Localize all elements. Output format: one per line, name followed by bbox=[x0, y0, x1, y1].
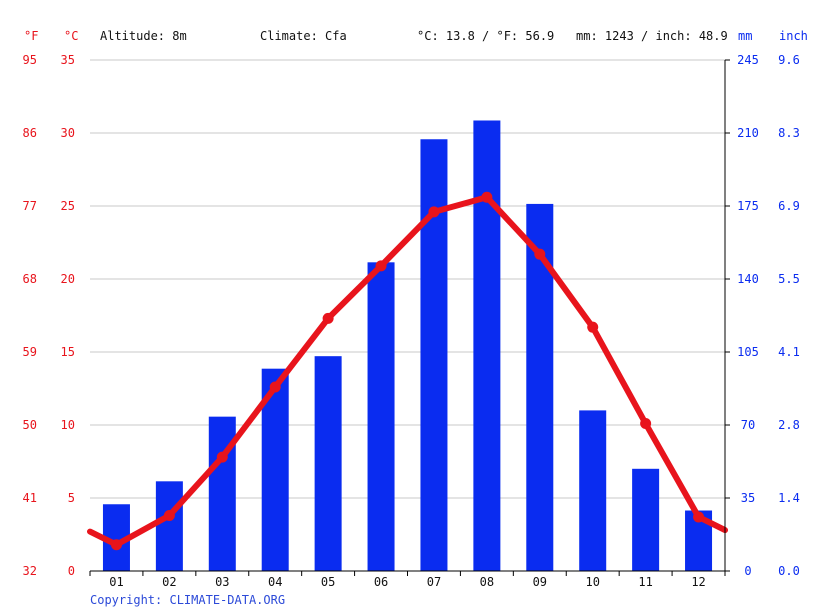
tick-label-inch: 2.8 bbox=[778, 418, 800, 432]
unit-inch: inch bbox=[779, 29, 808, 43]
temperature-point bbox=[269, 381, 281, 393]
tick-label-mm: 210 bbox=[737, 126, 759, 140]
unit-fahrenheit: °F bbox=[24, 29, 38, 43]
tick-label-mm: 140 bbox=[737, 272, 759, 286]
month-label: 10 bbox=[585, 575, 599, 589]
tick-label-f: 59 bbox=[23, 345, 37, 359]
tick-label-c: 35 bbox=[61, 53, 75, 67]
tick-label-inch: 9.6 bbox=[778, 53, 800, 67]
tick-label-mm: 70 bbox=[741, 418, 755, 432]
altitude-label: Altitude: 8m bbox=[100, 29, 187, 43]
month-label: 11 bbox=[638, 575, 652, 589]
month-label: 06 bbox=[374, 575, 388, 589]
tick-label-c: 10 bbox=[61, 418, 75, 432]
unit-celsius: °C bbox=[64, 29, 78, 43]
tick-label-mm: 35 bbox=[741, 491, 755, 505]
temperature-point bbox=[481, 191, 493, 203]
month-label: 04 bbox=[268, 575, 282, 589]
tick-label-inch: 4.1 bbox=[778, 345, 800, 359]
month-label: 05 bbox=[321, 575, 335, 589]
precip-bar bbox=[579, 410, 607, 571]
temperature-polyline bbox=[87, 194, 728, 548]
temperature-point bbox=[534, 248, 546, 260]
gridlines bbox=[90, 59, 725, 499]
tick-label-c: 15 bbox=[61, 345, 75, 359]
precip-bar bbox=[420, 139, 448, 571]
tick-label-inch: 1.4 bbox=[778, 491, 800, 505]
month-label: 01 bbox=[109, 575, 123, 589]
precip-bar bbox=[473, 120, 501, 571]
tick-label-c: 5 bbox=[68, 491, 75, 505]
temperature-average: °C: 13.8 / °F: 56.9 bbox=[417, 29, 554, 43]
tick-label-inch: 6.9 bbox=[778, 199, 800, 213]
month-label: 09 bbox=[533, 575, 547, 589]
climate-label: Climate: Cfa bbox=[260, 29, 347, 43]
temperature-line bbox=[87, 191, 728, 551]
precip-bar bbox=[155, 481, 183, 571]
tick-label-c: 20 bbox=[61, 272, 75, 286]
tick-label-mm: 105 bbox=[737, 345, 759, 359]
temperature-point bbox=[322, 312, 334, 324]
tick-label-inch: 5.5 bbox=[778, 272, 800, 286]
tick-label-f: 32 bbox=[23, 564, 37, 578]
precipitation-total: mm: 1243 / inch: 48.9 bbox=[576, 29, 728, 43]
month-label: 02 bbox=[162, 575, 176, 589]
tick-label-c: 0 bbox=[68, 564, 75, 578]
precip-bar bbox=[367, 262, 395, 571]
tick-label-f: 86 bbox=[23, 126, 37, 140]
temperature-point bbox=[110, 539, 122, 551]
tick-label-f: 77 bbox=[23, 199, 37, 213]
temperature-point bbox=[428, 206, 440, 218]
precipitation-bars bbox=[102, 120, 713, 571]
month-label: 08 bbox=[480, 575, 494, 589]
unit-mm: mm bbox=[738, 29, 752, 43]
precip-bar bbox=[632, 468, 660, 571]
temperature-point bbox=[640, 418, 652, 430]
precip-bar bbox=[314, 356, 342, 571]
tick-label-c: 25 bbox=[61, 199, 75, 213]
tick-label-f: 95 bbox=[23, 53, 37, 67]
tick-label-inch: 0.0 bbox=[778, 564, 800, 578]
month-label: 03 bbox=[215, 575, 229, 589]
tick-label-inch: 8.3 bbox=[778, 126, 800, 140]
temperature-point bbox=[163, 510, 175, 522]
temperature-point bbox=[216, 451, 228, 463]
tick-label-c: 30 bbox=[61, 126, 75, 140]
axes: 95 35 245 9.6 86 30 210 8.3 77 25 175 6.9 68 20 140 5.5… bbox=[23, 53, 800, 589]
copyright: Copyright: CLIMATE-DATA.ORG bbox=[90, 593, 285, 607]
temperature-point bbox=[693, 511, 705, 523]
tick-label-mm: 175 bbox=[737, 199, 759, 213]
tick-label-f: 41 bbox=[23, 491, 37, 505]
month-label: 07 bbox=[427, 575, 441, 589]
tick-label-f: 68 bbox=[23, 272, 37, 286]
temperature-point bbox=[375, 260, 387, 272]
tick-label-mm: 245 bbox=[737, 53, 759, 67]
tick-label-f: 50 bbox=[23, 418, 37, 432]
temperature-point bbox=[587, 321, 599, 333]
month-label: 12 bbox=[691, 575, 705, 589]
tick-label-mm: 0 bbox=[744, 564, 751, 578]
